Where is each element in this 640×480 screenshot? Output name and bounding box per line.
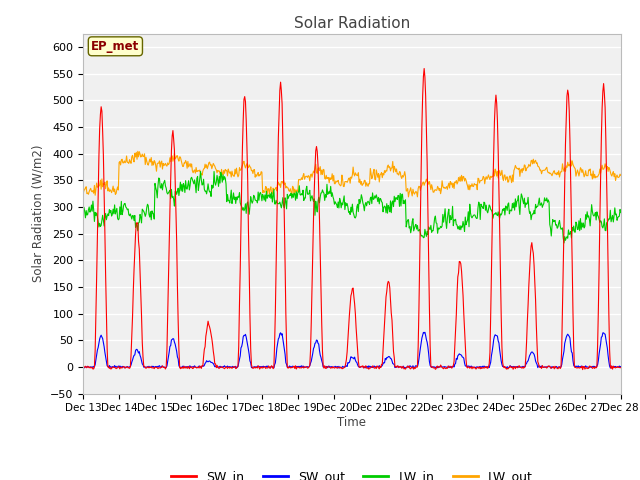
SW_out	[334, 365, 342, 371]
LW_out	[435, 185, 442, 191]
SW_out	[79, 364, 87, 370]
LW_in	[617, 210, 625, 216]
SW_in	[417, 166, 425, 172]
SW_out	[421, 329, 429, 335]
X-axis label: Time: Time	[337, 416, 367, 429]
LW_out	[79, 191, 87, 197]
LW_out	[228, 168, 236, 174]
Line: SW_out: SW_out	[83, 332, 621, 368]
LW_out	[617, 172, 625, 178]
LW_in	[434, 230, 442, 236]
SW_out	[145, 364, 152, 370]
LW_out	[200, 166, 207, 172]
SW_in	[420, 66, 428, 72]
LW_in	[79, 206, 87, 212]
SW_out	[617, 364, 625, 370]
LW_in	[89, 198, 97, 204]
SW_out	[435, 364, 442, 370]
SW_out	[199, 363, 207, 369]
SW_in	[227, 364, 235, 370]
SW_in	[145, 364, 152, 370]
LW_in	[199, 181, 207, 187]
LW_in	[228, 201, 236, 206]
LW_out	[419, 180, 426, 186]
LW_in	[560, 240, 568, 246]
Line: SW_in: SW_in	[83, 69, 621, 370]
SW_out	[227, 364, 235, 370]
SW_in	[617, 365, 625, 371]
Text: EP_met: EP_met	[92, 40, 140, 53]
SW_out	[89, 365, 97, 371]
LW_out	[134, 148, 141, 154]
LW_in	[210, 168, 218, 174]
LW_out	[89, 188, 97, 193]
SW_in	[199, 363, 207, 369]
LW_out	[404, 194, 412, 200]
SW_in	[434, 363, 442, 369]
Title: Solar Radiation: Solar Radiation	[294, 16, 410, 31]
SW_out	[418, 335, 426, 341]
SW_in	[79, 364, 87, 370]
Line: LW_out: LW_out	[83, 151, 621, 197]
Legend: SW_in, SW_out, LW_in, LW_out: SW_in, SW_out, LW_in, LW_out	[166, 465, 538, 480]
Line: LW_in: LW_in	[83, 171, 621, 243]
SW_in	[89, 366, 97, 372]
LW_in	[145, 203, 152, 209]
SW_in	[579, 367, 586, 372]
LW_out	[145, 159, 153, 165]
LW_in	[418, 233, 426, 239]
Y-axis label: Solar Radiation (W/m2): Solar Radiation (W/m2)	[31, 145, 45, 282]
